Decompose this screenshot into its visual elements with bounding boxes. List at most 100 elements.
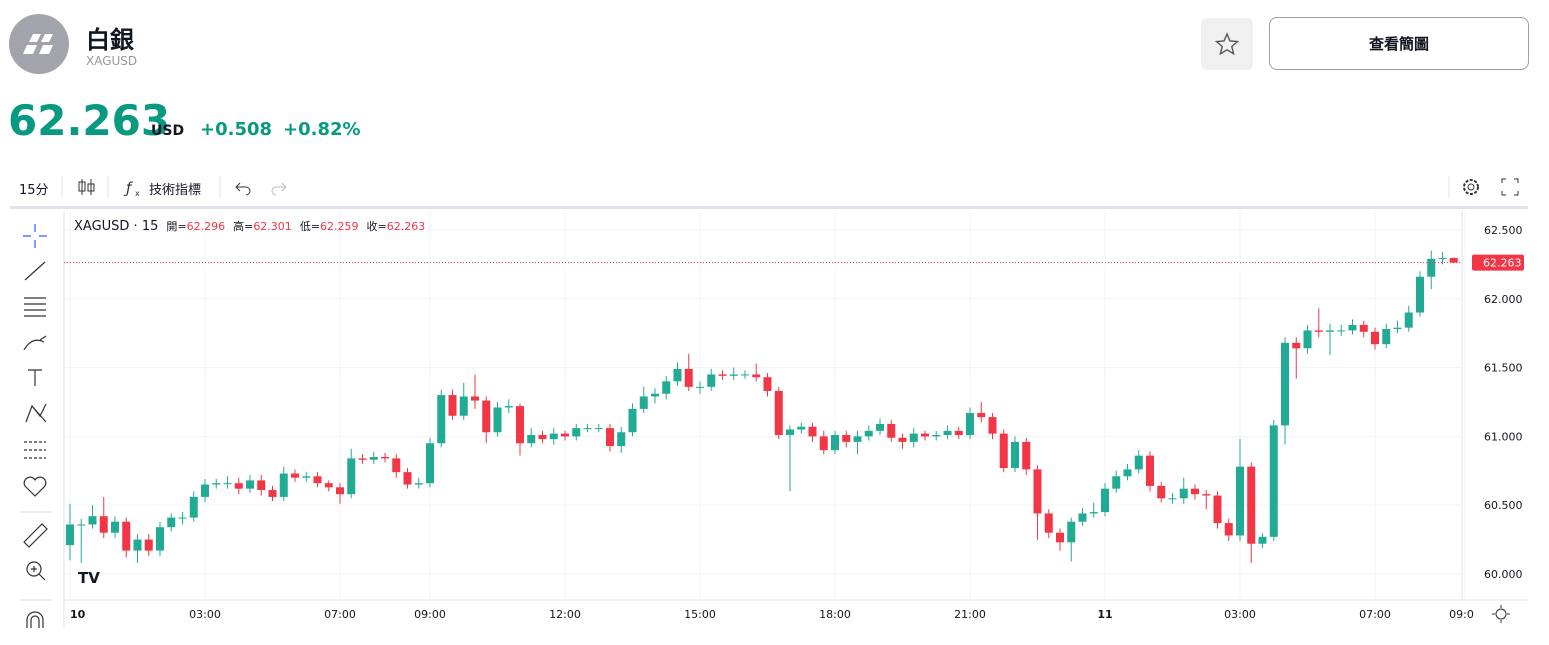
chart-type-button[interactable] — [78, 179, 95, 195]
candle-body — [324, 483, 333, 488]
candle-body — [1044, 513, 1053, 533]
settings-button[interactable] — [1463, 179, 1479, 195]
candle-body — [189, 496, 198, 518]
candle-body — [1269, 425, 1278, 537]
candle-body — [1056, 532, 1064, 543]
candle-body — [707, 374, 716, 387]
candle-body — [234, 483, 243, 489]
candle-body — [909, 433, 918, 442]
candle-body — [347, 458, 356, 495]
candle-body — [448, 395, 457, 416]
candle-body — [1303, 330, 1312, 349]
candle-body — [932, 435, 941, 437]
x-tick-label: 09:00 — [1449, 608, 1481, 621]
x-tick-label: 21:00 — [954, 608, 986, 621]
candle-body — [1112, 476, 1121, 489]
legend-key: 開= — [166, 220, 187, 233]
plot — [64, 250, 1462, 563]
ruler-tool[interactable] — [23, 523, 48, 548]
candle-body — [977, 412, 986, 418]
x-tick-label: 09:00 — [414, 608, 446, 621]
candle-body — [651, 393, 659, 397]
candle-body — [471, 396, 479, 401]
magnet-tool[interactable] — [26, 611, 44, 628]
candle-body — [459, 396, 468, 416]
title: 白銀 — [86, 26, 134, 54]
favorites-tool[interactable] — [23, 476, 47, 497]
currency: USD — [151, 123, 185, 139]
candle-body — [741, 374, 749, 376]
x-tick-label: 07:00 — [1359, 608, 1391, 621]
candle-body — [594, 428, 603, 430]
candle-body — [808, 426, 817, 437]
tv-logo: TV — [78, 569, 100, 587]
candle-body — [414, 483, 423, 485]
symbol: XAGUSD — [86, 54, 138, 68]
candle-body — [988, 417, 997, 434]
interval-button[interactable]: 15分 — [19, 183, 49, 198]
legend-symbol: XAGUSD · 15 — [74, 219, 159, 234]
candle-body — [482, 400, 491, 433]
candle-body — [1247, 466, 1256, 544]
legend-value: 62.263 — [386, 220, 426, 233]
legend-key: 低= — [299, 220, 321, 233]
fx-icon: ƒ — [123, 179, 133, 197]
indicators-button[interactable]: 技術指標 — [149, 183, 202, 198]
y-tick-label: 62.500 — [1484, 224, 1523, 237]
candle-body — [774, 390, 783, 435]
candle-body — [898, 437, 907, 442]
prediction-tool[interactable] — [24, 441, 46, 459]
candle-body — [864, 430, 873, 437]
candle-body — [853, 436, 862, 442]
x-tick-label: 10 — [70, 608, 86, 621]
candle-body — [684, 368, 693, 387]
candle-body — [538, 435, 547, 440]
change: +0.508 — [200, 119, 273, 140]
candle-body — [763, 377, 772, 391]
fullscreen-button[interactable] — [1501, 178, 1519, 196]
candle-body — [144, 539, 153, 551]
candle-body — [313, 476, 322, 484]
candle-body — [1438, 258, 1447, 260]
candle-body — [628, 408, 637, 433]
trendline-tool[interactable] — [24, 261, 46, 281]
overview-button[interactable]: 查看簡圖 — [1269, 17, 1529, 70]
candle-body — [1146, 455, 1154, 486]
candle-body — [1213, 495, 1222, 524]
pattern-tool[interactable] — [25, 403, 47, 423]
candle-body — [1427, 258, 1436, 277]
redo-button[interactable] — [271, 182, 287, 196]
favorite-button[interactable] — [1201, 18, 1253, 70]
candle-body — [212, 483, 221, 485]
candle-body — [279, 473, 288, 497]
axis-settings-button[interactable] — [1492, 605, 1510, 623]
candle-body — [291, 473, 299, 478]
candle-body — [223, 483, 232, 485]
candle-body — [493, 407, 502, 433]
text-tool[interactable] — [28, 369, 42, 386]
candle-body — [1078, 513, 1087, 522]
legend-value: 62.301 — [253, 220, 292, 233]
candle-body — [302, 476, 311, 478]
change-percent: +0.82% — [283, 119, 361, 140]
candle-body — [606, 428, 614, 447]
candle-body — [887, 423, 896, 438]
fib-tool[interactable] — [24, 297, 46, 317]
crosshair-tool[interactable] — [23, 224, 47, 248]
legend-key: 高= — [233, 220, 254, 233]
grid — [64, 210, 1466, 600]
brush-tool[interactable] — [23, 335, 47, 351]
undo-button[interactable] — [235, 182, 251, 196]
candle-body — [617, 432, 626, 447]
candle-body — [1258, 536, 1267, 544]
candle-body — [1157, 485, 1166, 499]
legend-key: 收= — [366, 220, 387, 233]
candle-body — [729, 374, 738, 376]
candle-body — [77, 524, 86, 526]
legend-value: 62.259 — [320, 220, 359, 233]
candle-body — [358, 458, 367, 460]
candle-body — [797, 426, 806, 430]
zoom-tool[interactable] — [26, 561, 46, 581]
